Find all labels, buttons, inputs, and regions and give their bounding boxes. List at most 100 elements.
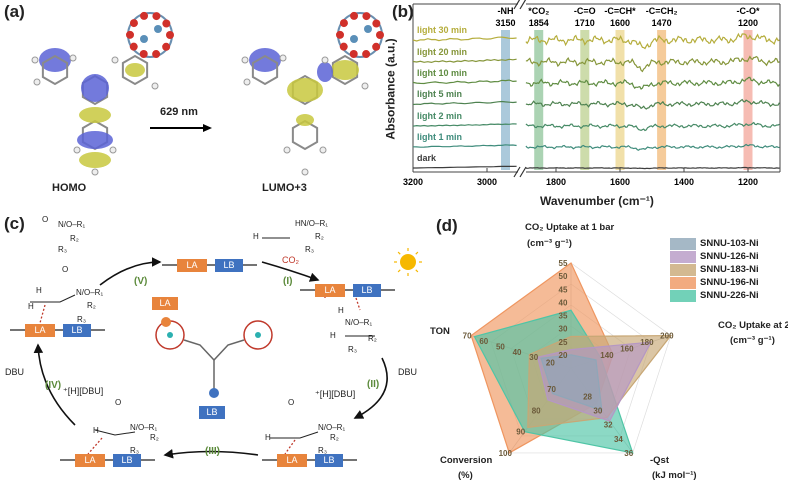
lb-box: LB	[315, 453, 343, 467]
band-value: 1854	[529, 18, 549, 28]
structure-label-hn_o_r1: HN/O–R₁	[295, 219, 328, 228]
hydrogen-atom	[241, 56, 249, 64]
radar-tick-label: 200	[660, 332, 674, 341]
structure-label-h: H	[28, 302, 34, 311]
structure-label-h: H	[338, 306, 344, 315]
spectrum-trace	[525, 143, 780, 151]
sun-ray	[397, 251, 401, 255]
oxygen-atom	[129, 19, 138, 28]
axis-break-mark	[513, 0, 521, 10]
central-la-box: LA	[152, 297, 178, 310]
oxygen-atom	[376, 31, 384, 39]
hydrogen-atom	[111, 56, 119, 64]
series-label: dark	[417, 153, 437, 163]
step-label-2: (II)	[367, 379, 380, 390]
radar-tick-label: 100	[499, 449, 513, 458]
radar-tick-label: 36	[624, 449, 633, 458]
excitation-label: 629 nm	[160, 106, 198, 118]
series-label: light 2 min	[417, 111, 462, 121]
orbital-lobe	[287, 78, 323, 102]
spectrum-trace	[525, 121, 780, 132]
hydrogen-atom	[361, 82, 369, 90]
legend-label: SNNU-196-Ni	[700, 277, 759, 288]
spectrum-trace	[412, 79, 517, 85]
radar-axis-label: TON	[430, 326, 450, 337]
structure-label-r3: R₃	[130, 446, 140, 455]
radar-tick-label: 20	[559, 351, 568, 360]
structure-label-h: H	[265, 433, 271, 442]
lb-site	[209, 388, 219, 398]
structure-label-h: H	[253, 232, 259, 241]
orbital-lobe	[79, 107, 111, 123]
hydrogen-atom	[279, 54, 287, 62]
orbital-lobe	[249, 48, 281, 72]
cycle-arrow	[99, 257, 162, 286]
oxygen-atom	[350, 11, 359, 20]
orbital-lobe	[296, 114, 314, 126]
x-tick-label: 1400	[674, 177, 694, 187]
oxygen-atom	[139, 49, 148, 58]
radar-axis-unit: (kJ mol⁻¹)	[652, 470, 697, 481]
radar-axis-label: CO₂ Uptake at 1 bar	[525, 222, 615, 233]
radar-tick-label: 35	[559, 312, 568, 321]
structure-label-h: H	[93, 426, 99, 435]
axis-break-mark	[519, 0, 527, 10]
x-tick-label: 1600	[610, 177, 630, 187]
lumo-label: LUMO+3	[262, 182, 307, 194]
hydrogen-atom	[151, 82, 159, 90]
radar-tick-label: 40	[559, 298, 568, 307]
bond	[30, 294, 76, 303]
band-5	[743, 30, 753, 170]
oxygen-atom	[140, 11, 149, 20]
structure-label-r3: R₃	[348, 345, 358, 354]
dbu-label-left: DBU	[5, 367, 25, 377]
ni-atom	[255, 332, 261, 338]
legend-swatch	[670, 251, 696, 263]
radar-tick-label: 50	[496, 342, 505, 351]
structure-label-n_o_r1: N/O–R₁	[58, 220, 86, 229]
radar-axis-label: -Qst	[650, 455, 669, 466]
nickel-atom	[154, 25, 162, 33]
radar-tick-label: 60	[479, 337, 488, 346]
spectrum-trace	[412, 123, 517, 127]
oxygen-atom	[372, 42, 381, 51]
band-label: -NH	[498, 6, 514, 16]
band-value: 1470	[652, 18, 672, 28]
x-tick-label: 1800	[546, 177, 566, 187]
x-tick-label: 3000	[477, 177, 497, 187]
cycle-arrow	[353, 357, 388, 419]
structure-label-n_o_r1: N/O–R₁	[345, 318, 373, 327]
radar-tick-label: 45	[559, 285, 568, 294]
oxygen-atom	[152, 12, 161, 21]
legend-swatch	[670, 290, 696, 302]
lb-box: LB	[113, 453, 141, 467]
spectrum-trace	[525, 98, 780, 110]
lb-box: LB	[63, 323, 91, 337]
oxygen-atom	[126, 30, 135, 39]
lb-box: LB	[215, 258, 243, 272]
hdbu-label-left: ⁺[H][DBU]	[63, 386, 104, 396]
pyridine-ring	[121, 54, 149, 86]
series-label: light 30 min	[417, 25, 467, 35]
structure-label-h: H	[36, 286, 42, 295]
pyridine-ring	[291, 119, 319, 151]
sun-ray	[415, 251, 419, 255]
la-box: LA	[75, 453, 105, 467]
series-label: light 5 min	[417, 89, 462, 99]
coordination-bond	[87, 437, 103, 455]
structure-label-r3: R₃	[58, 245, 68, 254]
band-value: 1200	[738, 18, 758, 28]
hydrogen-atom	[69, 54, 77, 62]
series-label: light 1 min	[417, 132, 462, 142]
radar-tick-label: 70	[463, 332, 472, 341]
hydrogen-atom	[301, 168, 309, 176]
structure-label-r2: R₂	[330, 433, 339, 442]
step-label-3: (III)	[205, 446, 220, 457]
orbital-lobe	[77, 131, 113, 149]
radar-tick-label: 55	[559, 259, 568, 268]
oxygen-atom	[349, 49, 358, 58]
hydrogen-atom	[283, 146, 291, 154]
legend-item: SNNU-196-Ni	[670, 277, 788, 289]
structure-label-n_o_r1: N/O–R₁	[318, 423, 346, 432]
x-tick-label: 1200	[738, 177, 758, 187]
